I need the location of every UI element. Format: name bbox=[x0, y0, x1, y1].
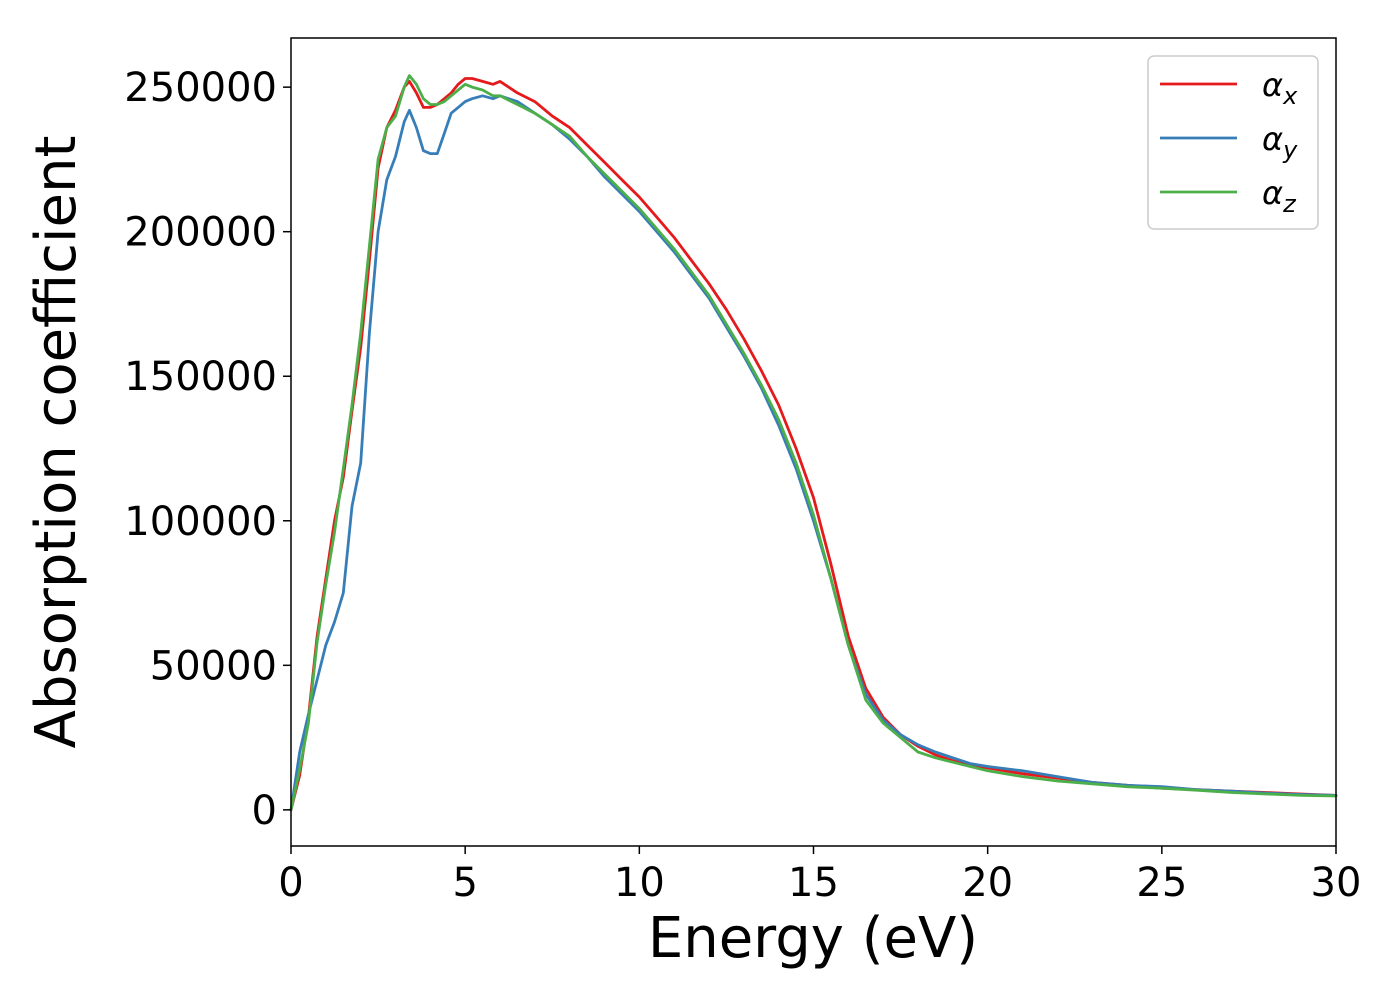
y-tick-label: 50000 bbox=[150, 643, 277, 689]
legend-label-y: αy bbox=[1262, 120, 1298, 164]
legend-label-x: αx bbox=[1262, 66, 1298, 110]
y-tick-label: 150000 bbox=[124, 354, 277, 400]
x-tick-label: 10 bbox=[614, 860, 665, 906]
x-tick-label: 0 bbox=[278, 860, 303, 906]
y-tick-label: 100000 bbox=[124, 499, 277, 545]
x-tick-label: 5 bbox=[452, 860, 477, 906]
legend-box bbox=[1147, 55, 1319, 230]
x-tick-label: 30 bbox=[1311, 860, 1362, 906]
x-axis-title: Energy (eV) bbox=[648, 906, 978, 971]
legend: αx αy αz bbox=[1147, 55, 1319, 230]
x-axis: 0 5 10 15 20 25 30 bbox=[278, 846, 1361, 906]
series-layer bbox=[289, 74, 1338, 812]
x-tick-label: 20 bbox=[962, 860, 1013, 906]
series-line-y bbox=[289, 94, 1338, 812]
y-axis-title: Absorption coefficient bbox=[24, 136, 89, 749]
y-axis: 0 50000 100000 150000 200000 250000 bbox=[124, 65, 291, 834]
y-tick-label: 200000 bbox=[124, 210, 277, 256]
legend-label-z: αz bbox=[1262, 174, 1297, 218]
y-tick-label: 0 bbox=[252, 788, 277, 834]
x-tick-label: 25 bbox=[1136, 860, 1187, 906]
x-tick-label: 15 bbox=[788, 860, 839, 906]
y-tick-label: 250000 bbox=[124, 65, 277, 111]
series-line-z bbox=[289, 74, 1338, 812]
